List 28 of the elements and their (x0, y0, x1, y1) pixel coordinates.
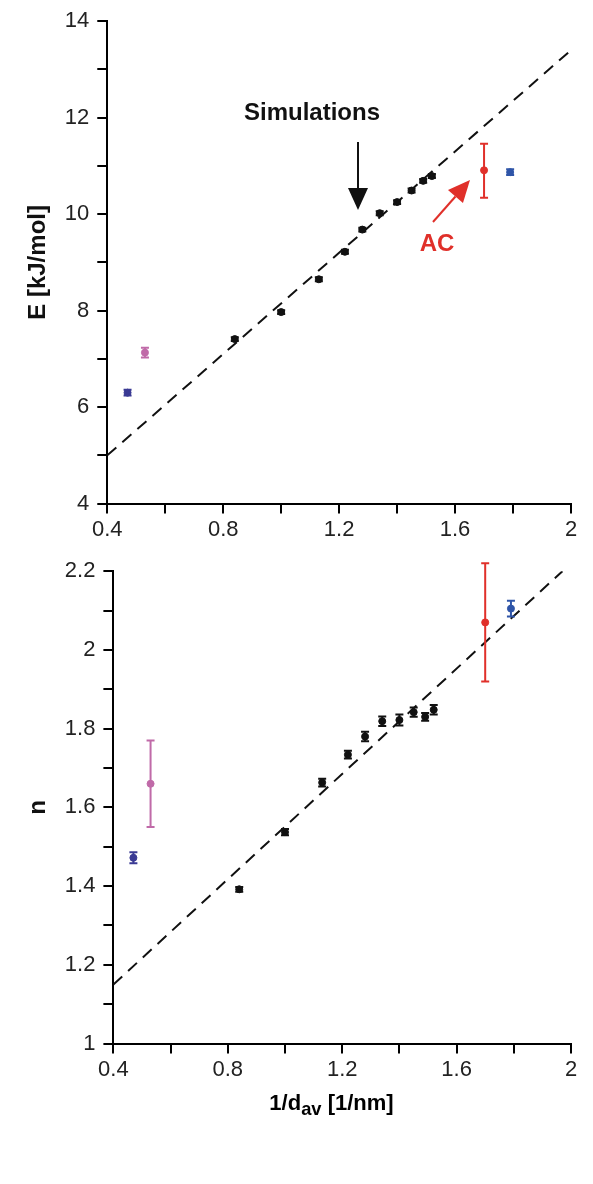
y-tick-label: 1.8 (64, 714, 96, 740)
x-tick-label: 1.2 (323, 515, 355, 541)
annotation: Simulations (243, 98, 381, 126)
x-tick-label: 0.4 (91, 515, 123, 541)
x-tick-label: 2 (564, 515, 578, 541)
y-tick-label: 6 (77, 393, 90, 419)
y-axis-title: E [kJ/mol] (23, 205, 51, 320)
y-tick-label: 1.4 (64, 872, 96, 898)
x-tick-label: 0.4 (98, 1055, 129, 1081)
y-tick-label: 2.2 (64, 557, 96, 583)
x-tick-label: 0.8 (207, 515, 239, 541)
y-tick-label: 12 (64, 103, 90, 129)
x-tick-label: 1.6 (439, 515, 471, 541)
y-tick-label: 1.2 (64, 950, 96, 976)
annotation: AC (419, 229, 455, 257)
x-tick-label: 2 (564, 1055, 578, 1081)
y-tick-label: 2 (83, 636, 96, 661)
x-tick-label: 1.2 (326, 1055, 358, 1081)
y-tick-label: 4 (77, 489, 90, 515)
y-tick-label: 1 (83, 1029, 96, 1055)
y-tick-label: 10 (64, 200, 90, 226)
y-tick-label: 14 (64, 7, 90, 33)
y-axis-title: n (23, 800, 51, 815)
y-tick-label: 8 (77, 296, 90, 322)
x-tick-label: 1.6 (441, 1055, 472, 1081)
x-tick-label: 0.8 (212, 1055, 244, 1081)
x-axis-title: 1/d$_{av}$ [1/nm] (268, 1090, 395, 1121)
y-tick-label: 1.6 (64, 793, 96, 819)
